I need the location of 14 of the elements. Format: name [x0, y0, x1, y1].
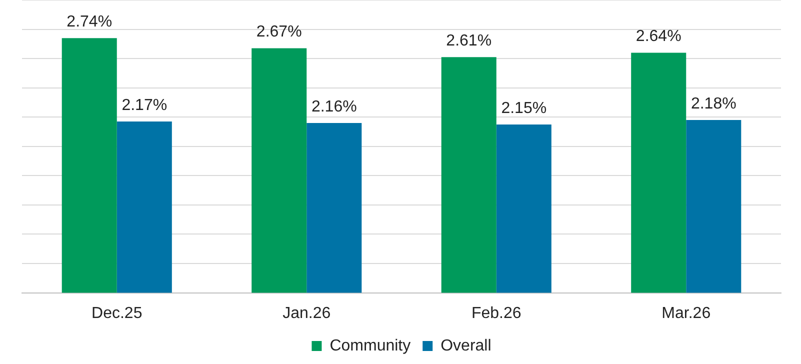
legend-label: Overall [440, 337, 492, 354]
data-label: 2.67% [256, 24, 302, 41]
data-label: 2.15% [501, 100, 547, 117]
data-label: 2.16% [311, 98, 357, 116]
x-tick-label: Mar.26 [662, 304, 711, 322]
data-label: 2.18% [690, 95, 736, 112]
x-tick-label: Feb.26 [471, 304, 522, 322]
data-label: 2.61% [446, 32, 492, 50]
data-label: 2.74% [66, 13, 112, 30]
legend-label: Community [330, 337, 411, 354]
data-label: 2.64% [636, 28, 682, 46]
x-tick-label: Jan.26 [282, 304, 331, 322]
data-label: 2.17% [122, 96, 168, 114]
x-tick-label: Dec.25 [92, 304, 142, 322]
